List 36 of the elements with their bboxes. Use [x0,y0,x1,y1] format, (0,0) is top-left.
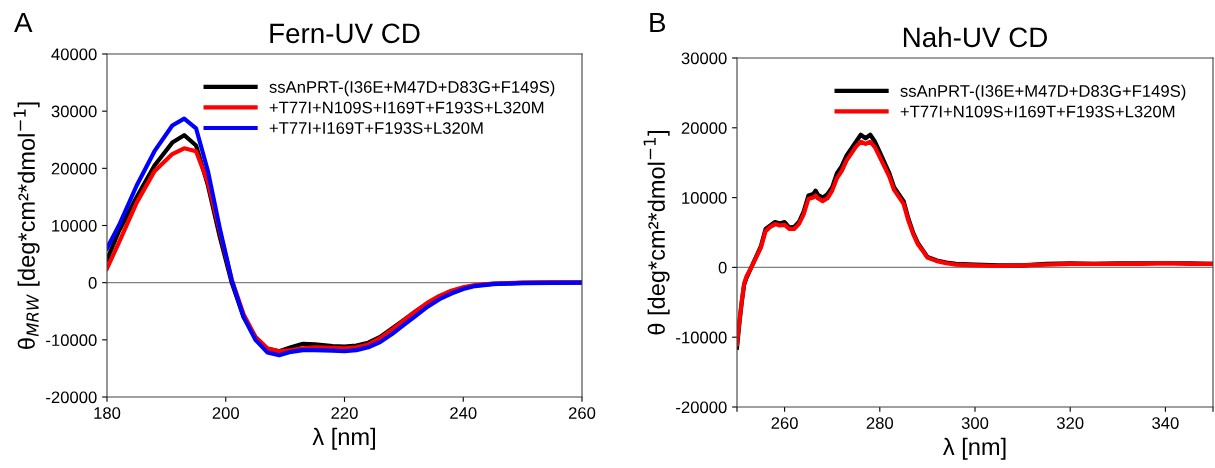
y-tick-label: 30000 [681,52,727,65]
x-tick-label: 320 [1056,417,1084,429]
y-axis-title: θ [deg*cm²*dmol$^{−1}$] [643,131,670,335]
legend-label: +T77I+I169T+F193S+L320M [269,122,483,134]
x-axis-title: λ [nm] [943,437,1006,460]
y-tick-label: 20000 [51,162,97,175]
y-tick-label: 0 [88,277,97,289]
chart-title: Fern-UV CD [270,23,420,44]
y-tick-label: 20000 [681,122,727,134]
y-tick-label: -20000 [676,401,727,414]
x-tick-label: 260 [771,417,798,429]
y-tick-label: -10000 [676,331,727,344]
x-tick-label: 220 [331,407,358,419]
legend-label: +T77I+N109S+I169T+F193S+L320M [900,105,1175,118]
chart-title: Nah-UV CD [903,26,1047,48]
x-tick-label: 280 [866,417,894,429]
x-tick-label: 200 [212,407,239,419]
legend-label: ssAnPRT-(I36E+M47D+D83G+F149S) [900,84,1186,101]
x-tick-label: 180 [94,407,121,419]
y-axis-title: θ$_{MRW}$ [deg*cm²*dmol$^{−1}$] [13,102,40,349]
legend-label: ssAnPRT-(I36E+M47D+D83G+F149S) [269,80,555,97]
x-axis-title: λ [nm] [312,427,375,450]
legend-label: +T77I+N109S+I169T+F193S+L320M [269,101,544,114]
x-tick-label: 240 [450,407,477,419]
x-tick-label: 300 [961,417,989,429]
y-tick-label: -10000 [46,334,97,347]
x-tick-label: 260 [568,407,596,419]
text: A [14,12,33,32]
y-tick-label: 30000 [51,105,97,118]
y-tick-label: 0 [718,261,727,274]
y-tick-label: -20000 [46,391,97,404]
y-tick-label: 10000 [682,192,727,204]
y-tick-label: 40000 [51,48,97,61]
y-tick-label: 10000 [52,219,97,232]
text: B [650,12,666,32]
x-tick-label: 340 [1152,417,1179,429]
